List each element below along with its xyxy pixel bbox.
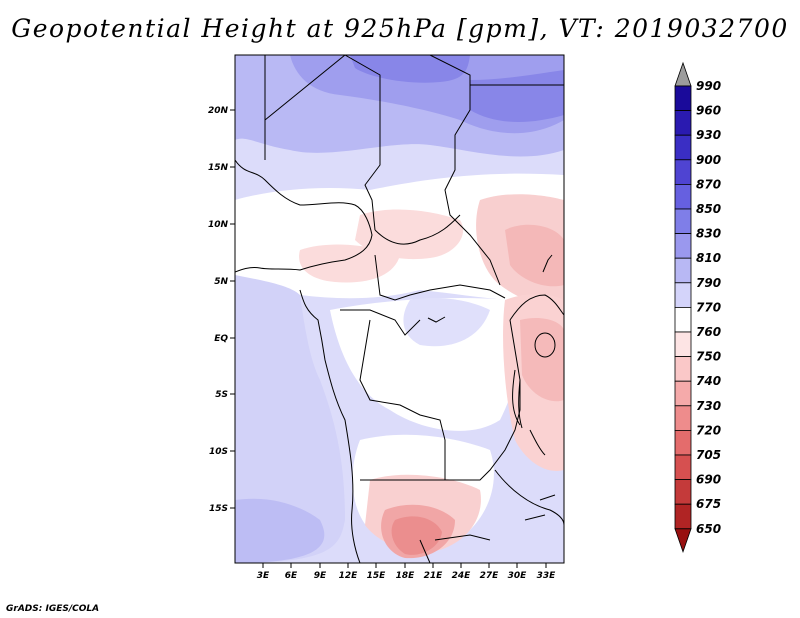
grads-credit: GrADS: IGES/COLA xyxy=(6,604,100,614)
field-atlantic-790 xyxy=(235,275,345,563)
x-tick-label: 6E xyxy=(285,571,298,581)
colorbar-swatch xyxy=(674,405,692,431)
y-tick-label: 15N xyxy=(208,163,229,173)
colorbar-label: 705 xyxy=(696,448,721,462)
colorbar-label: 850 xyxy=(696,202,721,216)
field-atlantic-810 xyxy=(235,498,325,563)
x-tick-label: 3E xyxy=(257,571,270,581)
map-panel xyxy=(235,55,564,563)
colorbar-label: 960 xyxy=(696,104,721,118)
colorbar-swatch xyxy=(674,110,692,136)
colorbar-swatch xyxy=(674,356,692,382)
lakes xyxy=(427,254,556,456)
colorbar-swatch xyxy=(674,380,692,407)
map-frame xyxy=(234,54,565,564)
x-tick-label: 30E xyxy=(508,571,528,581)
colorbar-label: 730 xyxy=(696,399,721,413)
x-tick-label: 27E xyxy=(480,571,500,581)
colorbar-label: 930 xyxy=(696,128,721,142)
colorbar-swatch xyxy=(674,134,692,161)
colorbar-label: 830 xyxy=(696,227,721,241)
x-tick-label: 9E xyxy=(314,571,327,581)
y-tick-label: 20N xyxy=(208,106,229,116)
y-tick-label: EQ xyxy=(214,334,228,344)
colorbar-swatch xyxy=(674,479,692,505)
field-northeast-850 xyxy=(470,70,564,122)
colorbar-swatch xyxy=(674,429,692,456)
colorbar-label: 720 xyxy=(696,423,721,437)
x-tick-label: 24E xyxy=(452,571,472,581)
field-sudan-740 xyxy=(505,224,564,287)
y-tick-label: 15S xyxy=(209,504,228,514)
colorbar-label: 900 xyxy=(696,153,721,167)
colorbar-label: 810 xyxy=(696,251,721,265)
map-title: Geopotential Height at 925hPa [gpm], VT:… xyxy=(11,14,789,43)
colorbar-swatch xyxy=(674,306,692,333)
x-tick-label: 15E xyxy=(367,571,387,581)
colorbar-label: 870 xyxy=(696,177,721,191)
x-axis: 3E 6E 9E 12E 15E 18E 21E 24E 27E 30E 33E xyxy=(257,563,556,581)
colorbar-legend: 990 960 930 900 870 850 830 810 790 770 760 750 740 7… xyxy=(674,61,721,554)
colorbar-swatch xyxy=(674,454,692,481)
x-tick-label: 21E xyxy=(424,571,444,581)
coastlines-borders xyxy=(235,55,564,563)
field-eastafrica-740 xyxy=(520,318,564,402)
colorbar-swatch xyxy=(674,159,692,185)
x-tick-label: 33E xyxy=(537,571,557,581)
field-nigeria-750 xyxy=(355,209,464,260)
y-axis: 20N 15N 10N 5N EQ 5S 10S 15S xyxy=(208,106,235,514)
field-westafrica-750 xyxy=(299,244,400,283)
colorbar-swatch xyxy=(674,85,692,112)
x-tick-label: 18E xyxy=(396,571,416,581)
field-kalahari-730 xyxy=(391,516,442,555)
y-tick-label: 5N xyxy=(214,277,228,287)
colorbar-swatch xyxy=(674,331,692,358)
colorbar-bottom-arrow xyxy=(674,528,692,554)
y-tick-label: 10N xyxy=(208,220,229,230)
colorbar-label: 650 xyxy=(696,522,721,536)
colorbar-label: 750 xyxy=(696,350,721,364)
colorbar-label: 990 xyxy=(696,79,721,93)
colorbar-swatch xyxy=(674,183,692,210)
colorbar-label: 740 xyxy=(696,374,721,388)
colorbar-swatch xyxy=(674,282,692,308)
colorbar-swatch xyxy=(674,208,692,235)
x-tick-label: 12E xyxy=(339,571,359,581)
y-tick-label: 5S xyxy=(215,390,228,400)
field-congo-790 xyxy=(403,298,490,347)
colorbar-swatch xyxy=(674,503,692,530)
colorbar-label: 770 xyxy=(696,300,721,314)
colorbar-label: 760 xyxy=(696,325,721,339)
colorbar-swatch xyxy=(674,233,692,259)
colorbar-top-arrow xyxy=(674,61,692,87)
colorbar-swatch xyxy=(674,257,692,284)
colorbar-label: 790 xyxy=(696,276,721,290)
y-tick-label: 10S xyxy=(209,447,228,457)
colorbar-label: 675 xyxy=(696,497,721,511)
colorbar-label: 690 xyxy=(696,473,721,487)
